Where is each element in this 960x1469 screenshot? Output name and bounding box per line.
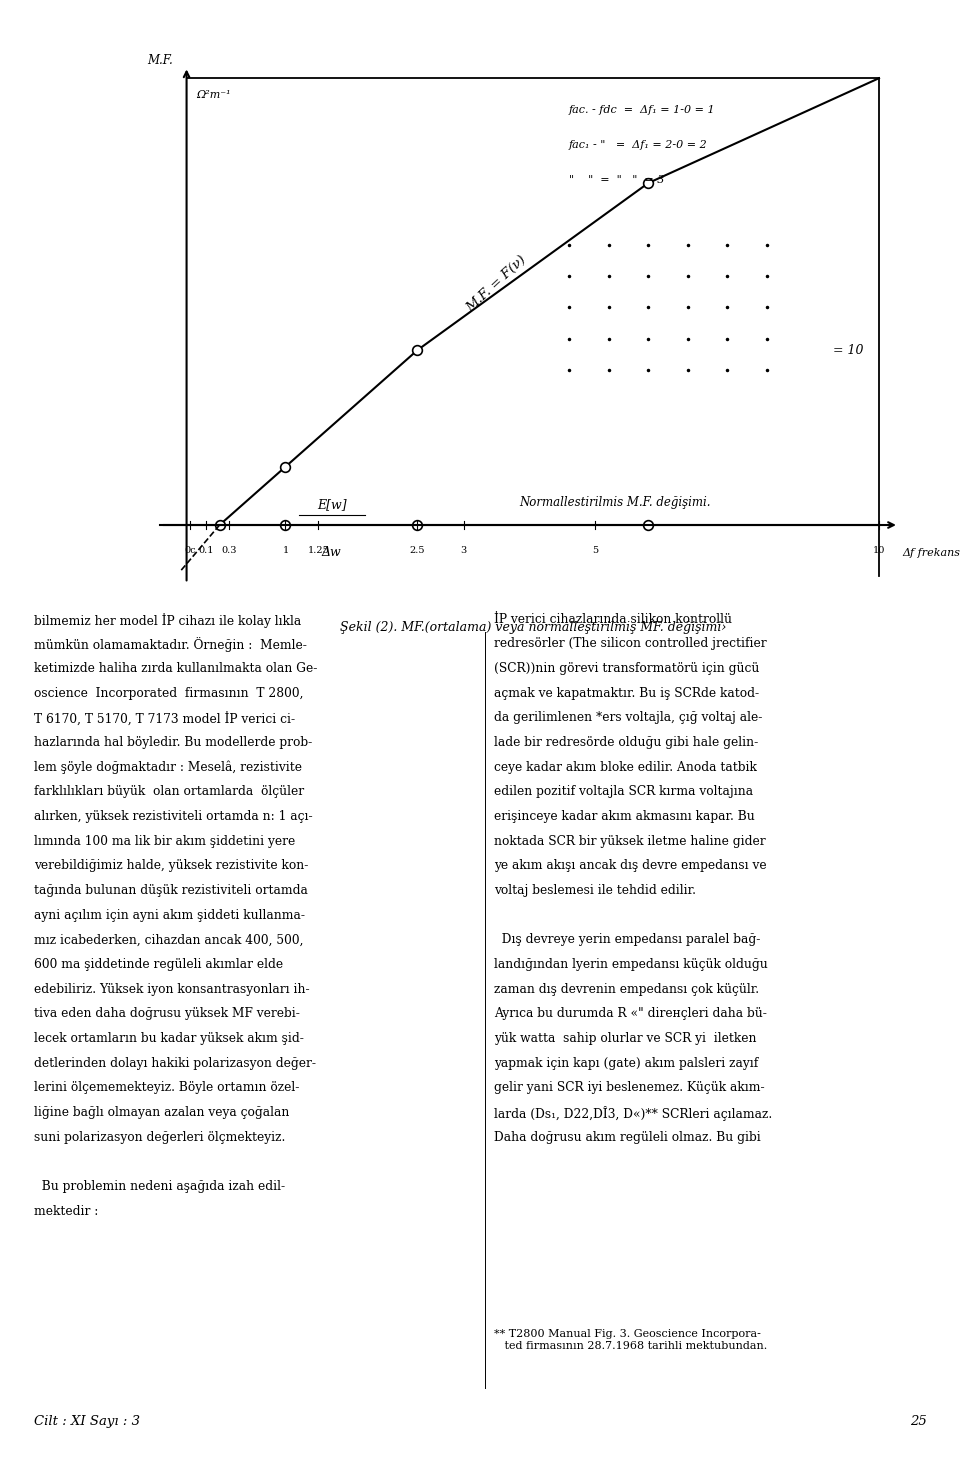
Text: redresörler (The silicon controlled jrectifier: redresörler (The silicon controlled jrec… — [494, 638, 767, 651]
Text: lecek ortamların bu kadar yüksek akım şid-: lecek ortamların bu kadar yüksek akım şi… — [34, 1033, 303, 1044]
Text: larda (Ds₁, D22,DÎ3, D«)** SCRleri açılamaz.: larda (Ds₁, D22,DÎ3, D«)** SCRleri açıla… — [494, 1106, 773, 1121]
Text: erişinceye kadar akım akmasını kapar. Bu: erişinceye kadar akım akmasını kapar. Bu — [494, 809, 756, 823]
Text: (SCR))nin görevi transformatörü için gücü: (SCR))nin görevi transformatörü için güc… — [494, 663, 759, 674]
Text: 0c: 0c — [184, 546, 196, 555]
Text: Bu problemin nedeni aşağıda izah edil-: Bu problemin nedeni aşağıda izah edil- — [34, 1180, 285, 1193]
Text: lade bir redresörde olduğu gibi hale gelin-: lade bir redresörde olduğu gibi hale gel… — [494, 736, 758, 749]
Text: tağında bulunan düşük rezistiviteli ortamda: tağında bulunan düşük rezistiviteli orta… — [34, 884, 307, 898]
Text: noktada SCR bir yüksek iletme haline gider: noktada SCR bir yüksek iletme haline gid… — [494, 834, 766, 848]
Text: açmak ve kapatmaktır. Bu iş SCRde katod-: açmak ve kapatmaktır. Bu iş SCRde katod- — [494, 686, 759, 699]
Text: edilen pozitif voltajla SCR kırma voltajına: edilen pozitif voltajla SCR kırma voltaj… — [494, 786, 754, 798]
Text: Δf frekans bandı  →: Δf frekans bandı → — [902, 548, 960, 558]
Text: mektedir :: mektedir : — [34, 1205, 98, 1218]
Text: 2.5: 2.5 — [410, 546, 425, 555]
Text: mümkün olamamaktadır. Örneğin :  Memle-: mümkün olamamaktadır. Örneğin : Memle- — [34, 638, 306, 652]
Text: Ω²m⁻¹: Ω²m⁻¹ — [197, 90, 231, 100]
Text: ceye kadar akım bloke edilir. Anoda tatbik: ceye kadar akım bloke edilir. Anoda tatb… — [494, 761, 757, 774]
Text: hazlarında hal böyledir. Bu modellerde prob-: hazlarında hal böyledir. Bu modellerde p… — [34, 736, 312, 749]
Text: edebiliriz. Yüksek iyon konsantrasyonları ih-: edebiliriz. Yüksek iyon konsantrasyonlar… — [34, 983, 309, 996]
Text: voltaj beslemesi ile tehdid edilir.: voltaj beslemesi ile tehdid edilir. — [494, 884, 696, 898]
Text: Şekil (2). MF.(ortalama) veya normalleştirilmiş MF. değişimi›: Şekil (2). MF.(ortalama) veya normalleşt… — [340, 621, 726, 635]
Text: İP verici cihazlarında silikon kontrollü: İP verici cihazlarında silikon kontrollü — [494, 613, 732, 626]
Text: fac₁ - "   =  Δf₁ = 2-0 = 2: fac₁ - " = Δf₁ = 2-0 = 2 — [569, 141, 708, 150]
Text: oscience  Incorporated  firmasının  T 2800,: oscience Incorporated firmasının T 2800, — [34, 686, 303, 699]
Text: = 10: = 10 — [833, 344, 863, 357]
Text: 1.25: 1.25 — [307, 546, 329, 555]
Text: 0.3: 0.3 — [222, 546, 237, 555]
Text: Δw: Δw — [322, 546, 342, 560]
Text: ayni açılım için ayni akım şiddeti kullanma-: ayni açılım için ayni akım şiddeti kulla… — [34, 909, 304, 921]
Text: da gerilimlenen *ers voltajla, çığ voltaj ale-: da gerilimlenen *ers voltajla, çığ volta… — [494, 711, 763, 724]
Text: tiva eden daha doğrusu yüksek MF verebi-: tiva eden daha doğrusu yüksek MF verebi- — [34, 1008, 300, 1021]
Text: Cilt : XI Sayı : 3: Cilt : XI Sayı : 3 — [34, 1415, 139, 1428]
Text: fac. - fdc  =  Δf₁ = 1-0 = 1: fac. - fdc = Δf₁ = 1-0 = 1 — [569, 106, 716, 116]
Text: 10: 10 — [873, 546, 885, 555]
Text: suni polarizasyon değerleri ölçmekteyiz.: suni polarizasyon değerleri ölçmekteyiz. — [34, 1131, 285, 1144]
Text: mız icabederken, cihazdan ancak 400, 500,: mız icabederken, cihazdan ancak 400, 500… — [34, 933, 303, 946]
Text: 1: 1 — [282, 546, 289, 555]
Text: M.F. = F(ν): M.F. = F(ν) — [464, 254, 528, 316]
Text: ** T2800 Manual Fig. 3. Geoscience Incorpora-
   ted firmasının 28.7.1968 tarihl: ** T2800 Manual Fig. 3. Geoscience Incor… — [494, 1329, 768, 1351]
Text: 0.1: 0.1 — [199, 546, 214, 555]
Text: Daha doğrusu akım regüleli olmaz. Bu gibi: Daha doğrusu akım regüleli olmaz. Bu gib… — [494, 1131, 761, 1144]
Text: detlerinden dolayı hakiki polarizasyon değer-: detlerinden dolayı hakiki polarizasyon d… — [34, 1056, 316, 1069]
Text: M.F.: M.F. — [147, 53, 173, 66]
Text: zaman dış devrenin empedansı çok küçülr.: zaman dış devrenin empedansı çok küçülr. — [494, 983, 759, 996]
Text: lem şöyle doğmaktadır : Meselâ, rezistivite: lem şöyle doğmaktadır : Meselâ, rezistiv… — [34, 761, 301, 774]
Text: "    "  =  "   "  = 3: " " = " " = 3 — [569, 175, 664, 185]
Text: bilmemiz her model İP cihazı ile kolay lıkla: bilmemiz her model İP cihazı ile kolay l… — [34, 613, 300, 627]
Text: gelir yani SCR iyi beslenemez. Küçük akım-: gelir yani SCR iyi beslenemez. Küçük akı… — [494, 1081, 765, 1094]
Text: Ayrıca bu durumda R «" dirенçleri daha bü-: Ayrıca bu durumda R «" dirенçleri daha b… — [494, 1008, 767, 1021]
Text: lerini ölçememekteyiz. Böyle ortamın özel-: lerini ölçememekteyiz. Böyle ortamın öze… — [34, 1081, 299, 1094]
Text: 5: 5 — [592, 546, 598, 555]
Text: 25: 25 — [910, 1415, 926, 1428]
Text: 600 ma şiddetinde regüleli akımlar elde: 600 ma şiddetinde regüleli akımlar elde — [34, 958, 283, 971]
Text: 3: 3 — [461, 546, 467, 555]
Text: ye akım akışı ancak dış devre empedansı ve: ye akım akışı ancak dış devre empedansı … — [494, 859, 767, 873]
Text: lımında 100 ma lik bir akım şiddetini yere: lımında 100 ma lik bir akım şiddetini ye… — [34, 834, 295, 848]
Text: Dış devreye yerin empedansı paralel bağ-: Dış devreye yerin empedansı paralel bağ- — [494, 933, 760, 946]
Text: T 6170, T 5170, T 7173 model İP verici ci-: T 6170, T 5170, T 7173 model İP verici c… — [34, 711, 295, 726]
Text: farklılıkları büyük  olan ortamlarda  ölçüler: farklılıkları büyük olan ortamlarda ölçü… — [34, 786, 303, 798]
Text: alırken, yüksek rezistiviteli ortamda n: 1 açı-: alırken, yüksek rezistiviteli ortamda n:… — [34, 809, 312, 823]
Text: yapmak için kapı (gate) akım palsleri zayıf: yapmak için kapı (gate) akım palsleri za… — [494, 1056, 758, 1069]
Text: landığından lyerin empedansı küçük olduğu: landığından lyerin empedansı küçük olduğ… — [494, 958, 768, 971]
Text: Normallestirilmis M.F. değişimi.: Normallestirilmis M.F. değişimi. — [519, 497, 711, 510]
Text: verebildiğimiz halde, yüksek rezistivite kon-: verebildiğimiz halde, yüksek rezistivite… — [34, 859, 308, 873]
Text: liğine bağlı olmayan azalan veya çoğalan: liğine bağlı olmayan azalan veya çoğalan — [34, 1106, 289, 1119]
Text: yük watta  sahip olurlar ve SCR yi  iletken: yük watta sahip olurlar ve SCR yi iletke… — [494, 1033, 756, 1044]
Text: E[w]: E[w] — [317, 498, 347, 511]
Text: ketimizde haliha zırda kullanılmakta olan Ge-: ketimizde haliha zırda kullanılmakta ola… — [34, 663, 317, 674]
